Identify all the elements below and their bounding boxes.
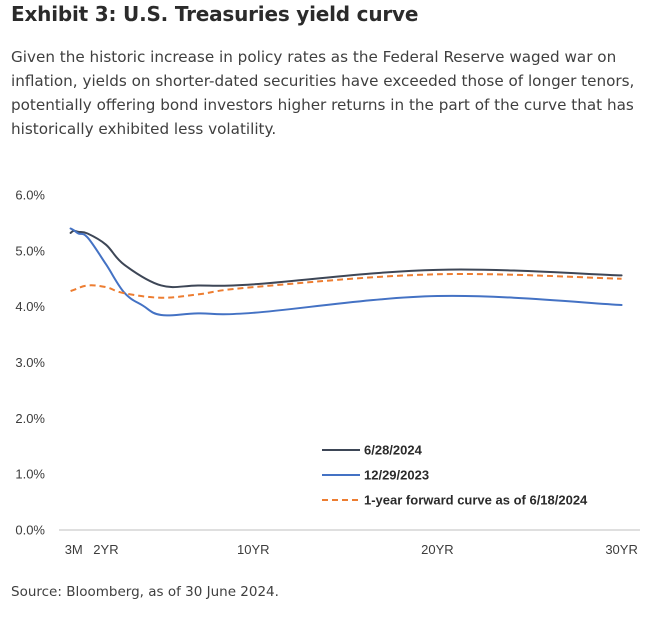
x-tick-label: 20YR — [421, 542, 454, 557]
legend-label: 1-year forward curve as of 6/18/2024 — [364, 493, 588, 508]
y-tick-label: 4.0% — [15, 299, 45, 314]
series-lines — [69, 227, 623, 317]
y-tick-label: 1.0% — [15, 467, 45, 482]
x-tick-label: 3M — [65, 542, 83, 557]
y-axis-ticks: 0.0% 1.0% 2.0% 3.0% 4.0% 5.0% 6.0% — [15, 188, 45, 538]
legend-label: 12/29/2023 — [364, 468, 429, 483]
x-tick-label: 30YR — [605, 542, 638, 557]
y-tick-label: 0.0% — [15, 523, 45, 538]
x-tick-label: 2YR — [93, 542, 118, 557]
y-tick-label: 6.0% — [15, 188, 45, 203]
chart-legend: 6/28/2024 12/29/2023 1-year forward curve … — [322, 443, 588, 508]
legend-label: 6/28/2024 — [364, 443, 423, 458]
x-axis-ticks: 3M 2YR 10YR 20YR 30YR — [65, 542, 638, 557]
page-title: Exhibit 3: U.S. Treasuries yield curve — [11, 2, 419, 26]
y-tick-label: 2.0% — [15, 411, 45, 426]
series-line-1-year-forward-curve-as-of-6-18-2024 — [70, 273, 622, 299]
series-line-12-29-2023 — [69, 227, 623, 317]
series-line-6-28-2024 — [69, 229, 623, 289]
page-description: Given the historic increase in policy ra… — [11, 48, 635, 138]
source-note: Source: Bloomberg, as of 30 June 2024. — [11, 584, 279, 600]
y-tick-label: 5.0% — [15, 243, 45, 258]
x-tick-label: 10YR — [237, 542, 270, 557]
yield-curve-chart: 0.0% 1.0% 2.0% 3.0% 4.0% 5.0% 6.0% 3M 2YR 10YR 20… — [15, 188, 640, 557]
y-tick-label: 3.0% — [15, 355, 45, 370]
